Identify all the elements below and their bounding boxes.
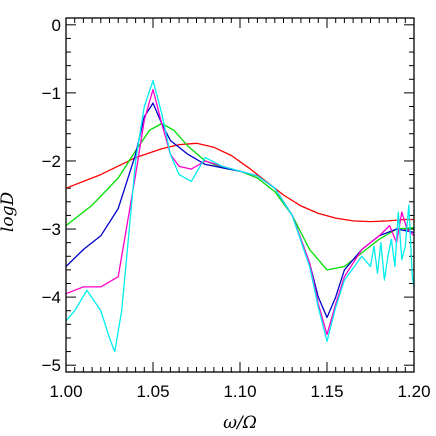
x-tick-label: 1.10	[223, 382, 256, 401]
y-tick-label: −3	[42, 220, 61, 239]
series-line-2	[65, 122, 415, 271]
plot-frame	[65, 17, 415, 373]
x-tick-label: 1.15	[310, 382, 343, 401]
y-tick-label: −5	[42, 356, 61, 375]
tick-labels: 1.00 1.05 1.10 1.15 1.20 0 −1 −2 −3 −4 −5	[42, 16, 431, 401]
series-line-4	[65, 88, 415, 336]
x-tick-label: 1.00	[49, 382, 82, 401]
axis-ticks	[65, 18, 415, 372]
x-tick-label: 1.20	[397, 382, 430, 401]
y-tick-label: −4	[42, 288, 61, 307]
series-line-1	[65, 142, 414, 223]
x-tick-label: 1.05	[136, 382, 169, 401]
y-tick-label: 0	[52, 16, 61, 35]
series-lines	[65, 79, 415, 353]
y-tick-label: −1	[42, 84, 61, 103]
x-axis-title: ω/Ω	[223, 413, 257, 433]
y-axis-title: logD	[0, 192, 18, 233]
series-line-5	[65, 79, 415, 353]
y-tick-label: −2	[42, 152, 61, 171]
series-line-3	[65, 102, 415, 319]
